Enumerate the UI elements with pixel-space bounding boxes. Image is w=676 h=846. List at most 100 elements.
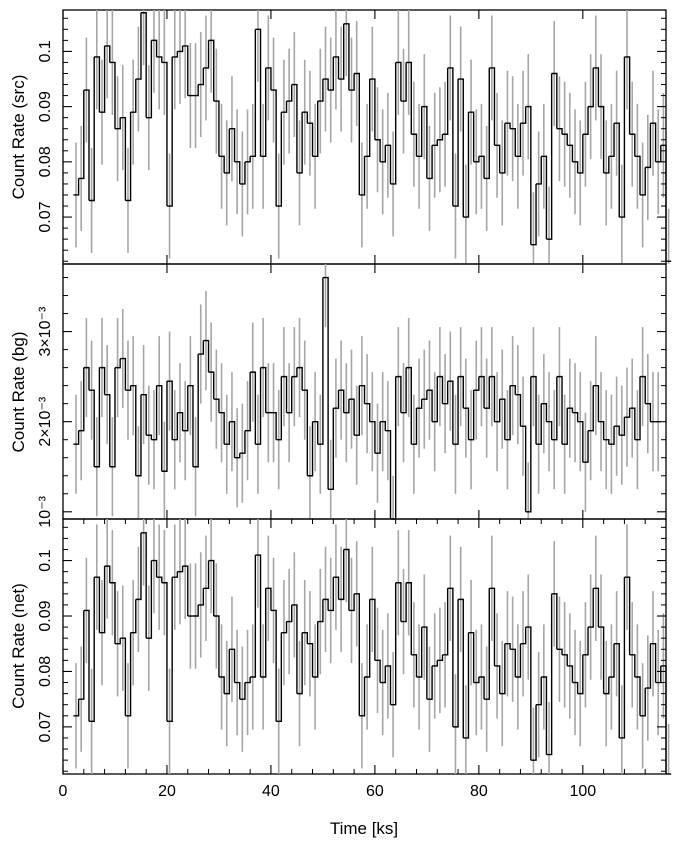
bg-bin (140, 393, 147, 436)
src-bin (530, 183, 537, 246)
bg-bin (442, 381, 449, 405)
bg-y-tick-label: 3×10⁻³ (37, 306, 54, 356)
bg-bin (619, 417, 626, 436)
net-bin (593, 587, 600, 628)
src-bin (608, 123, 615, 158)
src-bin (198, 67, 205, 86)
net-bin (166, 577, 173, 723)
net-bin (255, 554, 262, 677)
bg-bin (343, 399, 350, 414)
net-bin (296, 632, 303, 695)
src-bin (94, 56, 101, 113)
src-bin (192, 84, 199, 97)
net-bin (229, 648, 236, 683)
bg-bin (359, 384, 366, 404)
src-bin (161, 61, 168, 207)
src-bin (614, 122, 620, 218)
bg-bin (640, 375, 646, 404)
bg-bin (130, 384, 137, 476)
net-bin (182, 565, 189, 617)
net-bin (364, 599, 371, 678)
bg-bin (286, 376, 293, 414)
bg-bin (546, 420, 553, 440)
net-bin (510, 648, 516, 677)
net-bin (395, 582, 402, 622)
bg-bin (463, 407, 470, 440)
bg-bin (104, 393, 111, 467)
bg-bin (556, 375, 563, 445)
net-bin (343, 548, 350, 611)
bg-bin (374, 421, 381, 454)
src-bin (411, 133, 418, 157)
src-bin (291, 83, 298, 173)
src-bin (296, 112, 303, 174)
bg-bin (172, 412, 179, 441)
bg-bin (447, 380, 454, 445)
src-bin (390, 62, 397, 185)
bg-bin (260, 366, 267, 413)
src-bin (395, 61, 402, 102)
src-bin (114, 117, 121, 130)
net-y-ticks: 0.07 0.08 0.09 0.1 (37, 526, 666, 772)
net-step-series (73, 532, 672, 775)
net-bin (359, 676, 366, 717)
net-bin (302, 631, 309, 644)
src-bin (203, 40, 210, 69)
net-bin (73, 699, 80, 717)
net-bin (322, 598, 329, 611)
src-bin (286, 84, 293, 102)
bg-bin (614, 425, 620, 436)
net-bin (530, 704, 537, 761)
src-error-bars (75, 10, 670, 264)
net-bin (203, 560, 210, 589)
bg-bin (146, 434, 153, 440)
src-bin (504, 122, 511, 129)
src-bin (218, 155, 225, 173)
bg-bin (515, 393, 522, 427)
net-bin (83, 609, 90, 722)
src-bin (120, 116, 127, 201)
src-bin (619, 56, 626, 218)
src-bin (494, 144, 501, 173)
bg-bin (354, 385, 360, 436)
src-bin (515, 123, 522, 158)
bg-bin (177, 411, 184, 431)
bg-bin (187, 384, 194, 467)
net-bin (458, 598, 464, 738)
bg-bin (593, 384, 600, 422)
net-error-bars (75, 519, 670, 774)
bg-bin (577, 420, 584, 463)
net-bin (291, 604, 298, 694)
bg-bin (525, 376, 532, 513)
net-bin (354, 593, 360, 716)
net-bin (281, 621, 288, 634)
net-bin (328, 577, 335, 612)
net-bin (468, 631, 475, 683)
src-bin (577, 134, 584, 174)
src-bin (312, 101, 319, 158)
bg-bin (567, 407, 574, 413)
src-y-axis-label: Count Rate (src) (9, 75, 28, 200)
net-bin (125, 632, 132, 717)
net-bin (338, 549, 345, 601)
net-bin (463, 632, 470, 739)
net-bin (151, 559, 158, 578)
src-bin (660, 144, 667, 262)
src-bin (598, 105, 605, 173)
src-bin (582, 106, 589, 135)
net-bin (135, 532, 142, 601)
bg-y-tick-label: 2×10⁻³ (37, 396, 54, 446)
x-tick-label: 80 (470, 783, 488, 800)
net-bin (582, 627, 589, 656)
bg-bin (182, 385, 189, 432)
net-bin (478, 676, 485, 700)
src-bin (437, 134, 444, 141)
net-bin (88, 577, 95, 723)
net-bin (218, 676, 225, 694)
src-bin (572, 161, 579, 173)
src-bin (458, 78, 464, 218)
bg-bin (109, 367, 116, 468)
src-bin (125, 112, 132, 202)
src-bin (224, 128, 231, 174)
